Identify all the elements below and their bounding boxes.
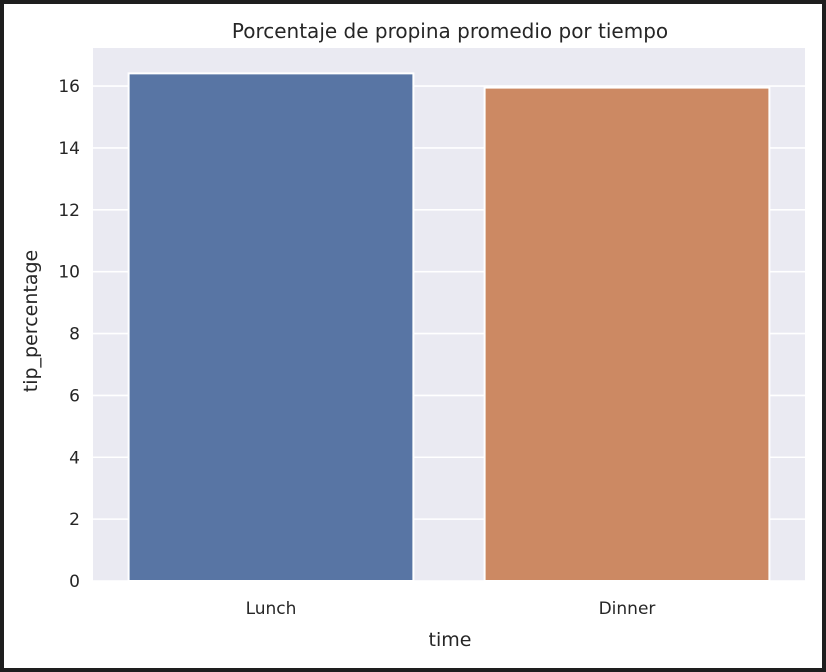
bar-lunch — [127, 72, 415, 583]
y-axis-label: tip_percentage — [20, 250, 42, 392]
x-tick-label-lunch: Lunch — [246, 599, 297, 619]
y-tick-label: 12 — [58, 201, 80, 221]
chart-title: Porcentaje de propina promedio por tiemp… — [232, 19, 668, 43]
bars-group — [127, 72, 771, 583]
y-tick-label: 4 — [69, 448, 80, 468]
y-tick-label: 0 — [69, 572, 80, 592]
y-tick-label: 8 — [69, 325, 80, 345]
chart-figure: Porcentaje de propina promedio por tiemp… — [4, 4, 822, 668]
x-tick-label-dinner: Dinner — [599, 599, 656, 619]
bar-dinner — [483, 86, 771, 583]
y-tick-label: 6 — [69, 386, 80, 406]
y-tick-label: 14 — [58, 139, 80, 159]
bar-chart: Porcentaje de propina promedio por tiemp… — [20, 19, 805, 651]
y-tick-label: 2 — [69, 510, 80, 530]
y-tick-labels: 0 2 4 6 8 10 12 14 16 — [58, 77, 80, 592]
x-axis-label: time — [429, 629, 472, 651]
y-tick-label: 10 — [58, 263, 80, 283]
y-tick-label: 16 — [58, 77, 80, 97]
x-tick-labels: Lunch Dinner — [246, 599, 656, 619]
